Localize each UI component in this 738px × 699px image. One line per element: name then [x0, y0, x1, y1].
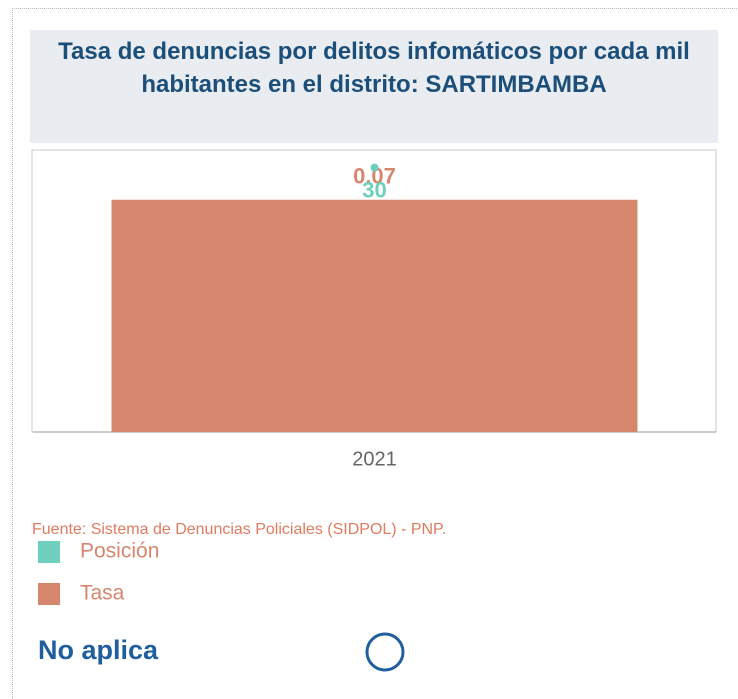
legend-label: Tasa: [80, 582, 125, 605]
legend-swatch: [38, 541, 60, 563]
source: Fuente: Sistema de Denuncias Policiales …: [32, 521, 446, 538]
status-circle: [365, 632, 405, 672]
note: No aplica: [38, 635, 159, 665]
bar: [111, 199, 638, 432]
data-label: 30: [362, 177, 386, 202]
legend-label: Posición: [80, 540, 159, 563]
legend-swatch: [38, 583, 60, 605]
frame: [12, 8, 737, 699]
line-point: [370, 163, 379, 172]
x-tick-label: 2021: [352, 448, 397, 470]
chart-title: Tasa de denuncias por delitos infomático…: [30, 30, 718, 143]
